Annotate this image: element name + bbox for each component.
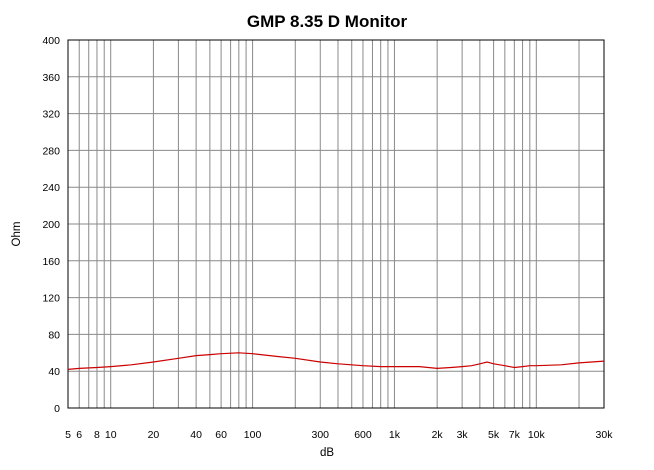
x-tick-label: 5 bbox=[65, 429, 71, 441]
y-tick-label: 160 bbox=[42, 256, 60, 268]
x-tick-label: 600 bbox=[354, 429, 372, 441]
y-tick-label: 200 bbox=[42, 219, 60, 231]
x-tick-label: 6 bbox=[76, 429, 82, 441]
y-tick-label: 320 bbox=[42, 109, 60, 121]
x-tick-label: 3k bbox=[457, 429, 469, 441]
x-tick-label: 1k bbox=[389, 429, 401, 441]
y-tick-label: 80 bbox=[48, 329, 60, 341]
impedance-line bbox=[67, 352, 605, 370]
plot-frame bbox=[67, 39, 605, 409]
x-tick-label: 300 bbox=[311, 429, 329, 441]
x-tick-label: 8 bbox=[94, 429, 100, 441]
y-axis-label: Ohm bbox=[11, 222, 23, 247]
y-tick-labels: 0 40 80 120 160 200 240 280 320 360 400 bbox=[42, 35, 60, 415]
x-axis-label: dB bbox=[320, 447, 334, 459]
x-tick-labels: 5 6 8 10 20 40 60 100 300 600 1k 2k 3k 5k 7k 10k 30k bbox=[65, 429, 613, 441]
chart-title: GMP 8.35 D Monitor bbox=[247, 12, 408, 31]
x-tick-label: 100 bbox=[244, 429, 262, 441]
x-tick-label: 40 bbox=[190, 429, 202, 441]
x-tick-label: 60 bbox=[215, 429, 227, 441]
y-tick-label: 240 bbox=[42, 182, 60, 194]
series-layer bbox=[67, 352, 605, 370]
x-tick-label: 30k bbox=[596, 429, 614, 441]
y-tick-label: 280 bbox=[42, 145, 60, 157]
x-tick-label: 5k bbox=[488, 429, 500, 441]
y-tick-label: 400 bbox=[42, 35, 60, 47]
y-tick-label: 360 bbox=[42, 72, 60, 84]
grid bbox=[67, 39, 605, 409]
y-tick-label: 120 bbox=[42, 293, 60, 305]
x-tick-label: 20 bbox=[148, 429, 160, 441]
y-tick-label: 40 bbox=[48, 366, 60, 378]
x-tick-label: 10k bbox=[528, 429, 546, 441]
x-tick-label: 7k bbox=[509, 429, 521, 441]
x-tick-label: 10 bbox=[105, 429, 117, 441]
y-tick-label: 0 bbox=[54, 403, 60, 415]
x-tick-label: 2k bbox=[432, 429, 444, 441]
